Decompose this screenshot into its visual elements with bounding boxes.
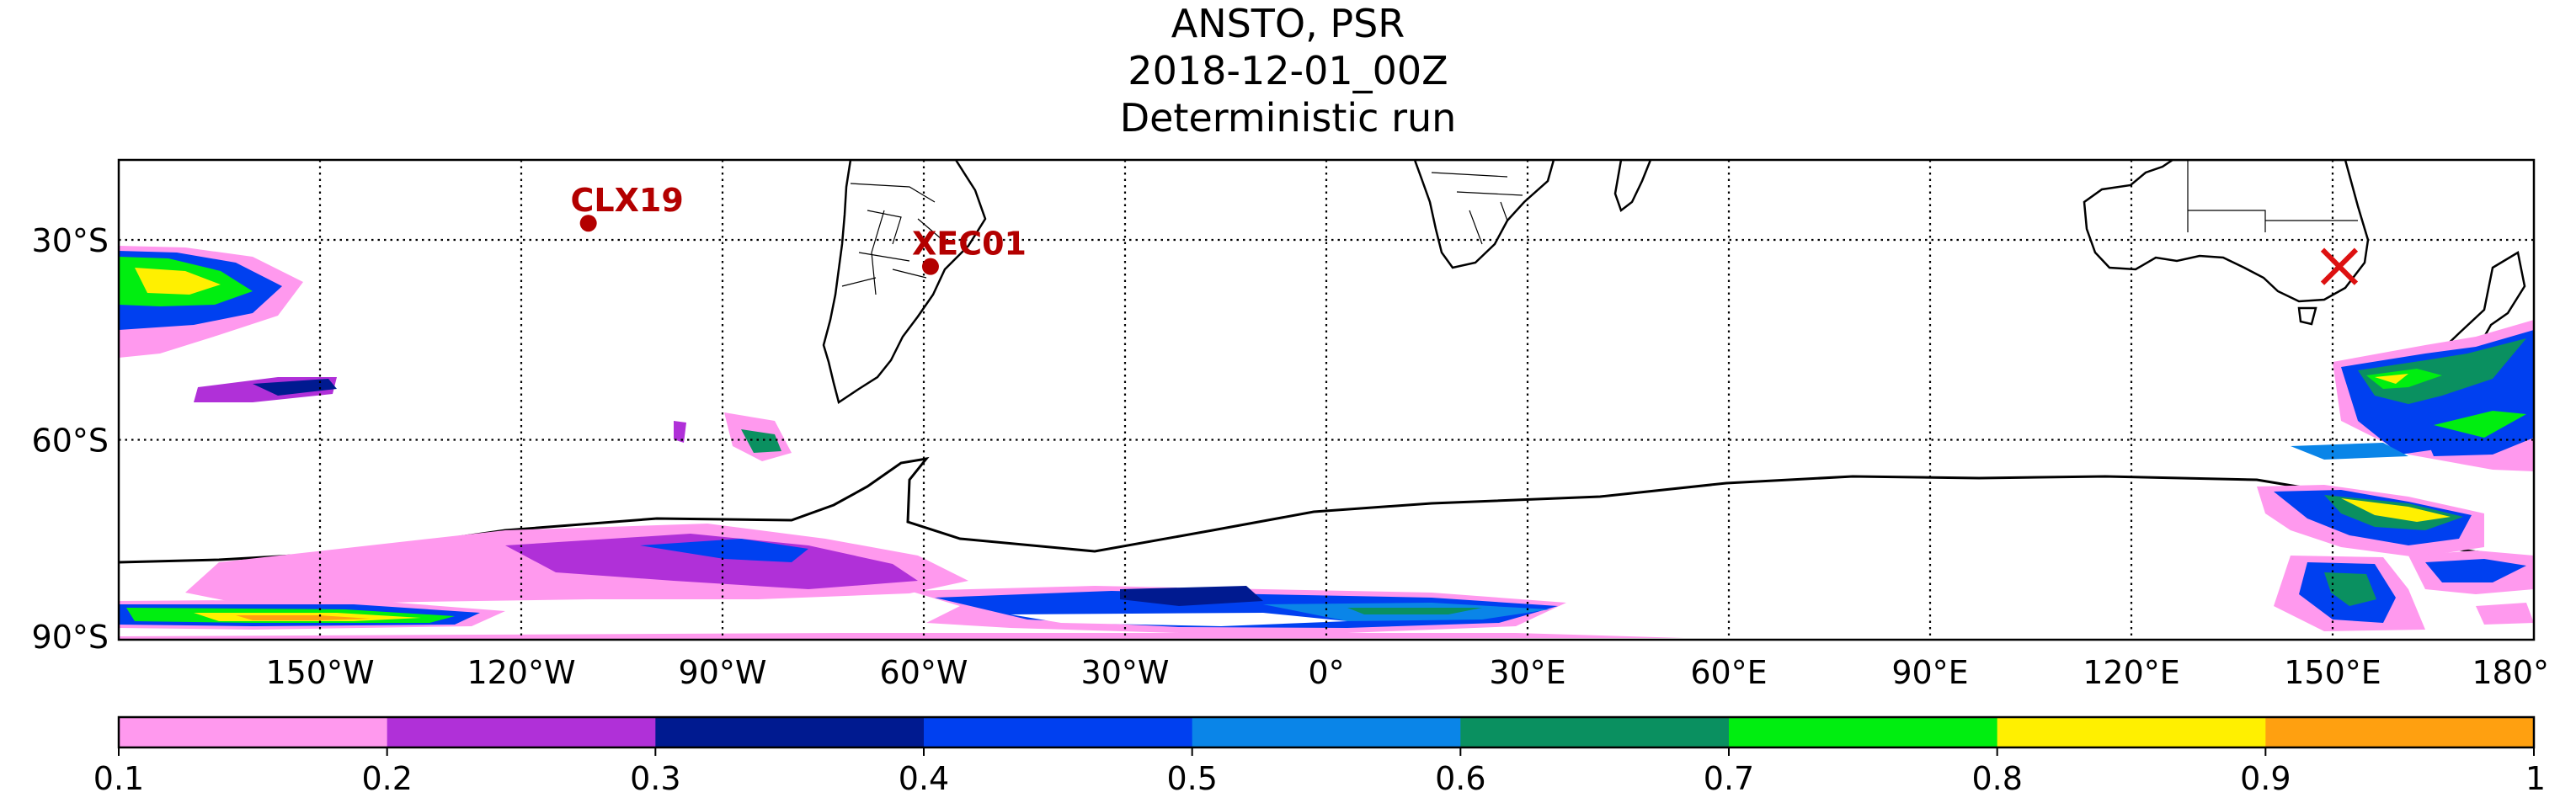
lon-tick-label: 60°W <box>880 654 968 691</box>
field-patch <box>741 429 781 453</box>
field-patch <box>505 534 918 589</box>
colorbar-segment <box>387 717 656 747</box>
field-patch <box>2341 498 2451 522</box>
colorbar-segment <box>655 717 925 747</box>
colorbar-tick-label: 0.9 <box>2240 760 2291 797</box>
field-patch <box>1011 613 1347 626</box>
lat-tick-labels: 30°S 60°S 90°S <box>32 222 109 656</box>
lon-tick-label: 120°W <box>467 654 575 691</box>
south-america-landmass <box>822 160 987 405</box>
lat-tick-label: 60°S <box>32 423 109 460</box>
lon-tick-label: 120°E <box>2083 654 2180 691</box>
field-patch <box>2366 369 2442 389</box>
colorbar-tick-label: 1 <box>2525 760 2546 797</box>
map-frame <box>117 158 2536 641</box>
field-patch <box>2324 572 2376 606</box>
australia-landmass <box>2083 160 2370 303</box>
field-patch <box>2434 411 2526 438</box>
madagascar-landmass <box>1613 160 1652 213</box>
field-patch <box>1347 608 1482 614</box>
colorbar-tick-label: 0.3 <box>630 760 680 797</box>
field-patch <box>1120 586 1263 606</box>
field-patch <box>253 379 337 396</box>
title-line-2: 2018-12-01_00Z <box>1128 48 1448 93</box>
lon-tick-label: 150°E <box>2284 654 2381 691</box>
lon-tick-label: 60°E <box>1690 654 1767 691</box>
lat-tick-label: 30°S <box>32 222 109 259</box>
lon-tick-label: 0° <box>1308 654 1344 691</box>
gridlines <box>119 160 2534 640</box>
colorbar-tick-label: 0.7 <box>1704 760 1754 797</box>
site-marker-dot <box>579 215 597 232</box>
field-patch <box>2476 603 2534 625</box>
field-patch <box>119 633 1684 640</box>
title-line-1: ANSTO, PSR <box>1171 1 1405 46</box>
colorbar-segment <box>1460 717 1730 747</box>
tasmania-landmass <box>2297 306 2317 326</box>
site-markers: CLX19 XEC01 <box>571 182 2359 285</box>
colorbar-segment <box>119 717 388 747</box>
colorbar-tick-label: 0.1 <box>93 760 144 797</box>
field-patch <box>2425 559 2526 582</box>
colorbar-frame <box>117 715 2536 749</box>
site-marker-dot <box>921 258 939 275</box>
colorbar: 0.1 0.2 0.3 0.4 0.5 0.6 0.7 0.8 0.9 1 <box>93 715 2546 797</box>
field-patch <box>2375 374 2408 384</box>
colorbar-tick-label: 0.5 <box>1166 760 1217 797</box>
colorbar-segment <box>1729 717 1998 747</box>
map-content <box>119 160 2534 640</box>
lat-tick-label: 90°S <box>32 619 109 656</box>
field-patch <box>640 539 808 562</box>
africa-borders <box>1431 172 1523 245</box>
colorbar-tick-label: 0.2 <box>361 760 412 797</box>
africa-landmass <box>1413 160 1555 269</box>
australia-borders <box>2187 160 2358 232</box>
country-borders <box>841 183 948 295</box>
colorbar-tick-label: 0.6 <box>1435 760 1485 797</box>
field-patch <box>236 615 371 620</box>
field-patch <box>135 268 221 295</box>
field-patch <box>674 421 686 443</box>
site-marker-label: CLX19 <box>571 182 684 219</box>
colorbar-tick-label: 0.8 <box>1971 760 2022 797</box>
lon-tick-labels: 150°W 120°W 90°W 60°W 30°W 0° 30°E 60°E 90°E 120°… <box>265 654 2549 691</box>
field-patch <box>2291 443 2408 460</box>
lon-tick-label: 90°E <box>1891 654 1968 691</box>
colorbar-segment <box>2265 717 2535 747</box>
antarctica-coastline <box>119 456 2534 564</box>
colorbar-tick-label: 0.4 <box>899 760 949 797</box>
site-marker-label: XEC01 <box>912 226 1027 263</box>
title-line-3: Deterministic run <box>1119 95 1457 141</box>
lon-tick-label: 180° <box>2472 654 2549 691</box>
lon-tick-label: 30°E <box>1489 654 1565 691</box>
colorbar-segment <box>1192 717 1461 747</box>
lon-tick-label: 30°W <box>1081 654 1170 691</box>
lon-tick-label: 90°W <box>679 654 767 691</box>
colorbar-segment <box>1997 717 2266 747</box>
site-marker-cross <box>2320 247 2359 285</box>
colorbar-segment <box>924 717 1193 747</box>
lon-tick-label: 150°W <box>265 654 374 691</box>
